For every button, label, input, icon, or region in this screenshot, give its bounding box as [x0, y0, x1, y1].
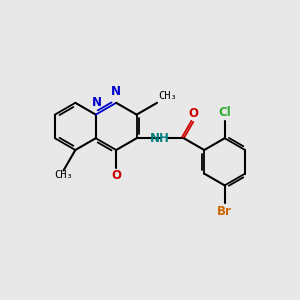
Text: NH: NH — [150, 132, 170, 145]
Text: N: N — [111, 85, 121, 98]
Text: O: O — [188, 107, 198, 120]
Text: CH₃: CH₃ — [158, 92, 177, 101]
Text: Cl: Cl — [218, 106, 231, 119]
Text: Br: Br — [217, 205, 232, 218]
Text: N: N — [92, 96, 102, 109]
Text: CH₃: CH₃ — [54, 170, 73, 180]
Text: O: O — [111, 169, 121, 182]
